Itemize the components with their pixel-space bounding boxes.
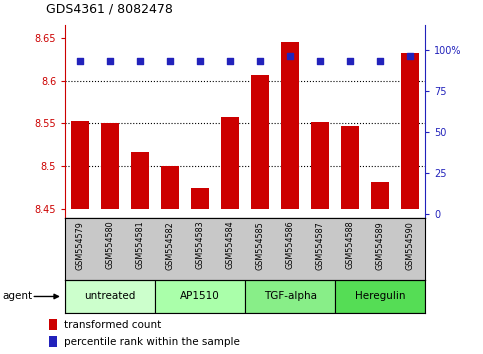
Text: GSM554588: GSM554588 bbox=[345, 221, 355, 269]
Point bbox=[316, 58, 324, 64]
Point bbox=[136, 58, 144, 64]
Text: agent: agent bbox=[2, 291, 32, 302]
Bar bbox=[281, 42, 299, 209]
Text: GSM554579: GSM554579 bbox=[76, 221, 85, 270]
Text: GSM554589: GSM554589 bbox=[376, 221, 384, 269]
Point bbox=[256, 58, 264, 64]
Text: GDS4361 / 8082478: GDS4361 / 8082478 bbox=[46, 3, 173, 16]
Text: Heregulin: Heregulin bbox=[355, 291, 405, 302]
Bar bbox=[101, 122, 119, 209]
Text: GSM554585: GSM554585 bbox=[256, 221, 265, 269]
Bar bbox=[65, 280, 155, 313]
Point bbox=[166, 58, 174, 64]
Bar bbox=[131, 152, 149, 209]
Point bbox=[106, 58, 114, 64]
Bar bbox=[161, 166, 179, 209]
Text: GSM554584: GSM554584 bbox=[226, 221, 235, 269]
Bar bbox=[311, 122, 329, 209]
Text: TGF-alpha: TGF-alpha bbox=[264, 291, 316, 302]
Text: untreated: untreated bbox=[85, 291, 136, 302]
Bar bbox=[155, 280, 245, 313]
Bar bbox=[71, 121, 89, 209]
Text: GSM554587: GSM554587 bbox=[315, 221, 325, 269]
Text: GSM554581: GSM554581 bbox=[136, 221, 145, 269]
Bar bbox=[221, 118, 239, 209]
Bar bbox=[371, 182, 389, 209]
Text: GSM554586: GSM554586 bbox=[285, 221, 295, 269]
Bar bbox=[341, 126, 359, 209]
Point bbox=[196, 58, 204, 64]
Bar bbox=[49, 336, 57, 347]
Bar bbox=[191, 188, 209, 209]
Point bbox=[226, 58, 234, 64]
Point bbox=[286, 53, 294, 59]
Text: GSM554582: GSM554582 bbox=[166, 221, 175, 269]
Text: GSM554580: GSM554580 bbox=[106, 221, 114, 269]
Text: percentile rank within the sample: percentile rank within the sample bbox=[64, 337, 240, 347]
Text: AP1510: AP1510 bbox=[180, 291, 220, 302]
Bar bbox=[49, 319, 57, 330]
Point bbox=[346, 58, 354, 64]
Point bbox=[406, 53, 414, 59]
Point bbox=[376, 58, 384, 64]
Bar bbox=[245, 280, 335, 313]
Text: transformed count: transformed count bbox=[64, 320, 161, 330]
Text: GSM554590: GSM554590 bbox=[406, 221, 414, 269]
Bar bbox=[251, 74, 269, 209]
Text: GSM554583: GSM554583 bbox=[196, 221, 205, 269]
Point bbox=[76, 58, 84, 64]
Bar bbox=[335, 280, 425, 313]
Bar bbox=[401, 53, 419, 209]
